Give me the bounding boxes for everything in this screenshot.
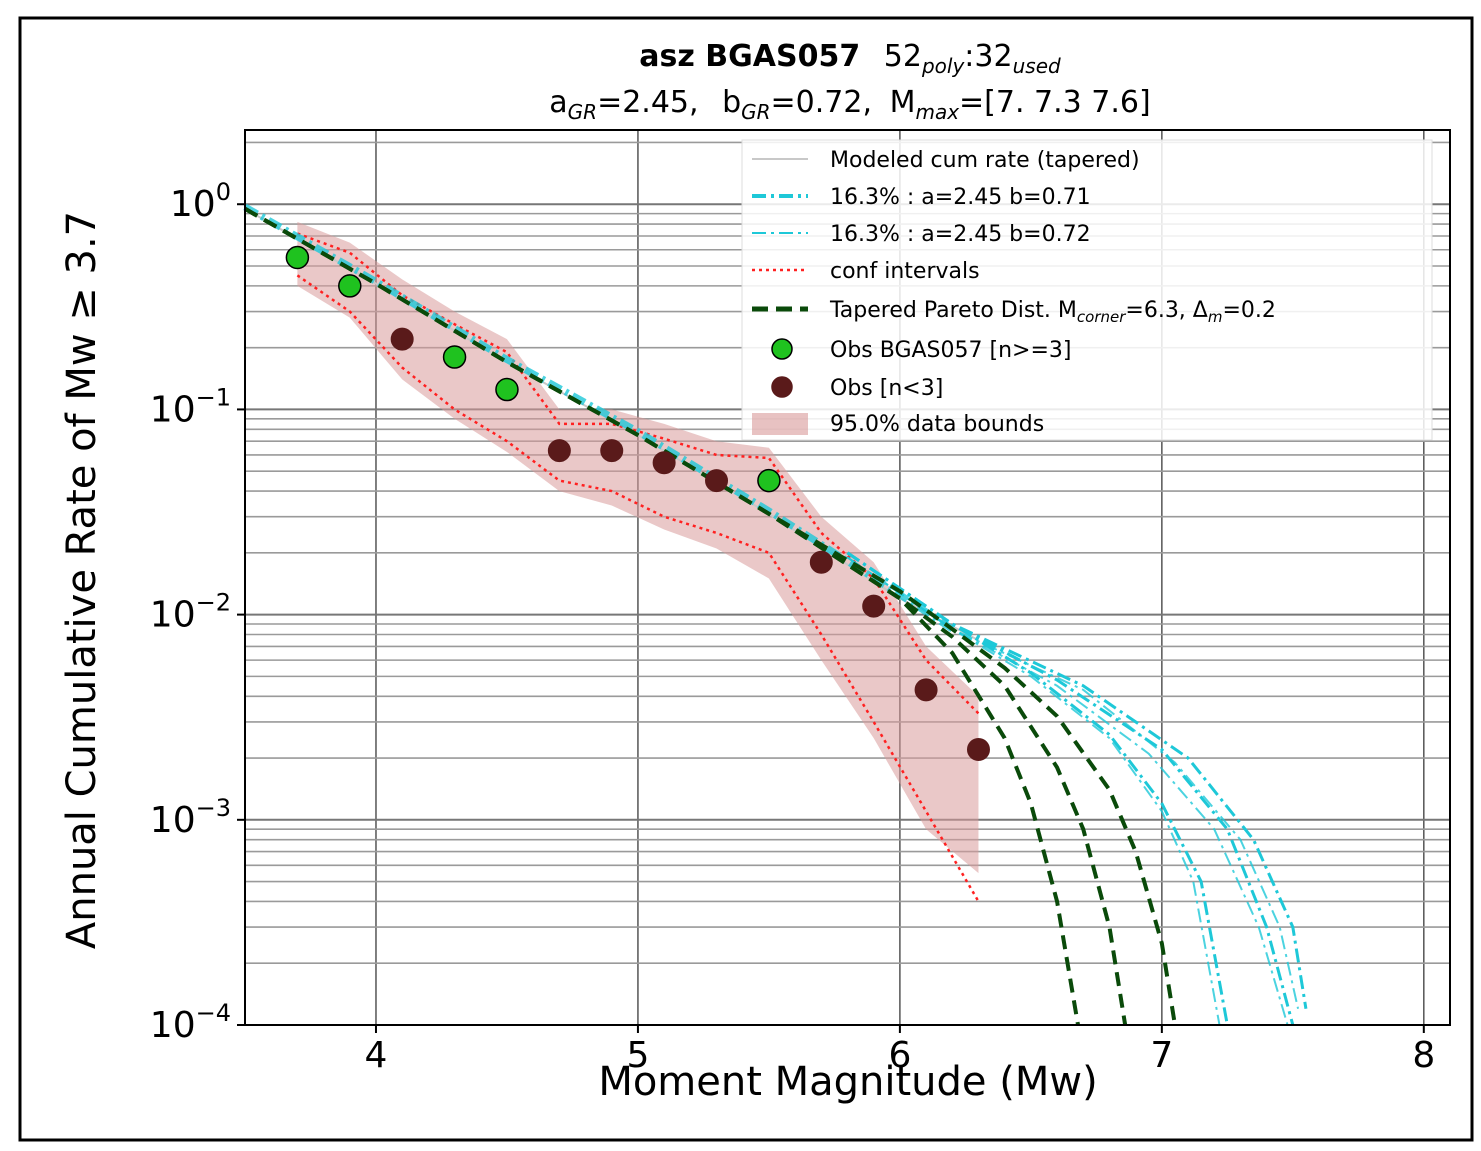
legend-swatch-obs-n-lt-3 [772,377,792,397]
legend-label-obs-n-lt-3: Obs [n<3] [830,376,943,401]
x-axis-label: Moment Magnitude (Mw) [598,1059,1097,1105]
legend-label-gr-b072: 16.3% : a=2.45 b=0.72 [830,222,1091,247]
legend-label-gr-b071: 16.3% : a=2.45 b=0.71 [830,185,1091,210]
obs-n-ge-3-marker [496,379,518,401]
obs-n-ge-3-marker [444,346,466,368]
obs-n-lt-3-marker [548,440,570,462]
legend-label-modeled: Modeled cum rate (tapered) [830,148,1140,173]
obs-n-lt-3-marker [653,452,675,474]
obs-n-lt-3-marker [706,470,728,492]
chart-subtitle: aGR=2.45, bGR=0.72, Mmax=[7. 7.3 7.6] [549,85,1150,124]
obs-n-lt-3-marker [601,440,623,462]
legend-entry-tapered-pareto: Tapered Pareto Dist. Mcorner=6.3, Δm=0.2 [752,298,1276,326]
x-tick-label: 7 [1150,1035,1173,1076]
obs-n-ge-3-marker [286,247,308,269]
x-tick-label: 8 [1412,1035,1435,1076]
y-axis-label: Annual Cumulative Rate of Mw ≥ 3.7 [59,211,105,949]
obs-n-lt-3-marker [863,595,885,617]
legend-label-conf-intervals: conf intervals [830,259,980,284]
legend-swatch-obs-n-ge-3 [772,339,792,359]
obs-n-ge-3-marker [758,470,780,492]
obs-n-lt-3-marker [810,551,832,573]
legend: Modeled cum rate (tapered) 16.3% : a=2.4… [742,140,1432,440]
legend-swatch-data-bounds [752,413,808,435]
x-tick-label: 4 [365,1035,388,1076]
obs-n-lt-3-marker [391,328,413,350]
legend-label-obs-n-ge-3: Obs BGAS057 [n>=3] [830,338,1071,363]
obs-n-lt-3-marker [967,739,989,761]
legend-entry-data-bounds: 95.0% data bounds [752,412,1044,437]
chart-title: asz BGAS057 52poly:32used [639,39,1061,78]
obs-n-lt-3-marker [915,679,937,701]
obs-n-ge-3-marker [339,275,361,297]
legend-label-data-bounds: 95.0% data bounds [830,412,1044,437]
